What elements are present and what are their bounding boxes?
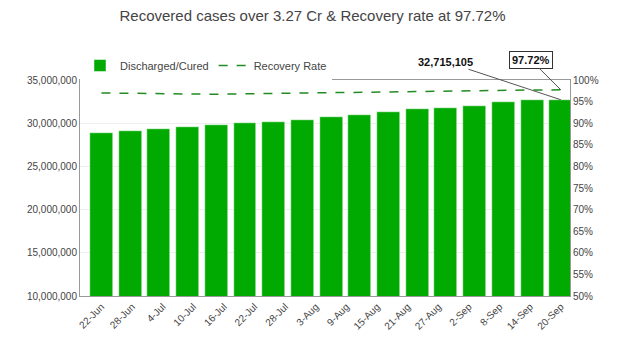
- svg-text:Recovery Rate: Recovery Rate: [254, 60, 327, 72]
- svg-text:20-Sep: 20-Sep: [535, 301, 566, 332]
- svg-text:95%: 95%: [573, 96, 593, 107]
- svg-text:27-Aug: 27-Aug: [413, 301, 444, 332]
- svg-text:75%: 75%: [573, 183, 593, 194]
- svg-text:10-Jul: 10-Jul: [171, 301, 198, 328]
- svg-text:60%: 60%: [573, 247, 593, 258]
- svg-text:90%: 90%: [573, 118, 593, 129]
- svg-text:20,000,000: 20,000,000: [27, 204, 77, 215]
- svg-text:97.72%: 97.72%: [512, 54, 550, 66]
- svg-text:65%: 65%: [573, 226, 593, 237]
- svg-text:32,715,105: 32,715,105: [418, 56, 473, 68]
- svg-text:80%: 80%: [573, 161, 593, 172]
- svg-text:22-Jun: 22-Jun: [77, 301, 106, 330]
- svg-text:25,000,000: 25,000,000: [27, 161, 77, 172]
- svg-text:15,000,000: 15,000,000: [27, 247, 77, 258]
- svg-text:55%: 55%: [573, 269, 593, 280]
- svg-text:4-Jul: 4-Jul: [145, 301, 168, 324]
- svg-text:22-Jul: 22-Jul: [232, 301, 259, 328]
- svg-text:100%: 100%: [573, 75, 599, 86]
- svg-text:8-Sep: 8-Sep: [478, 301, 505, 328]
- svg-text:15-Aug: 15-Aug: [351, 301, 382, 332]
- svg-text:30,000,000: 30,000,000: [27, 118, 77, 129]
- svg-text:16-Jul: 16-Jul: [202, 301, 229, 328]
- svg-text:3-Aug: 3-Aug: [294, 301, 321, 328]
- svg-text:Recovered cases over 3.27 Cr &: Recovered cases over 3.27 Cr & Recovery …: [119, 7, 505, 24]
- svg-text:28-Jul: 28-Jul: [263, 301, 290, 328]
- svg-text:2-Sep: 2-Sep: [447, 301, 474, 328]
- svg-text:21-Aug: 21-Aug: [382, 301, 413, 332]
- svg-text:Discharged/Cured: Discharged/Cured: [120, 60, 209, 72]
- svg-text:50%: 50%: [573, 291, 593, 302]
- svg-text:9-Aug: 9-Aug: [325, 301, 352, 328]
- svg-text:35,000,000: 35,000,000: [27, 75, 77, 86]
- svg-text:70%: 70%: [573, 204, 593, 215]
- svg-text:10,000,000: 10,000,000: [27, 291, 77, 302]
- svg-text:28-Jun: 28-Jun: [108, 301, 137, 330]
- svg-text:14-Sep: 14-Sep: [505, 301, 536, 332]
- svg-text:85%: 85%: [573, 139, 593, 150]
